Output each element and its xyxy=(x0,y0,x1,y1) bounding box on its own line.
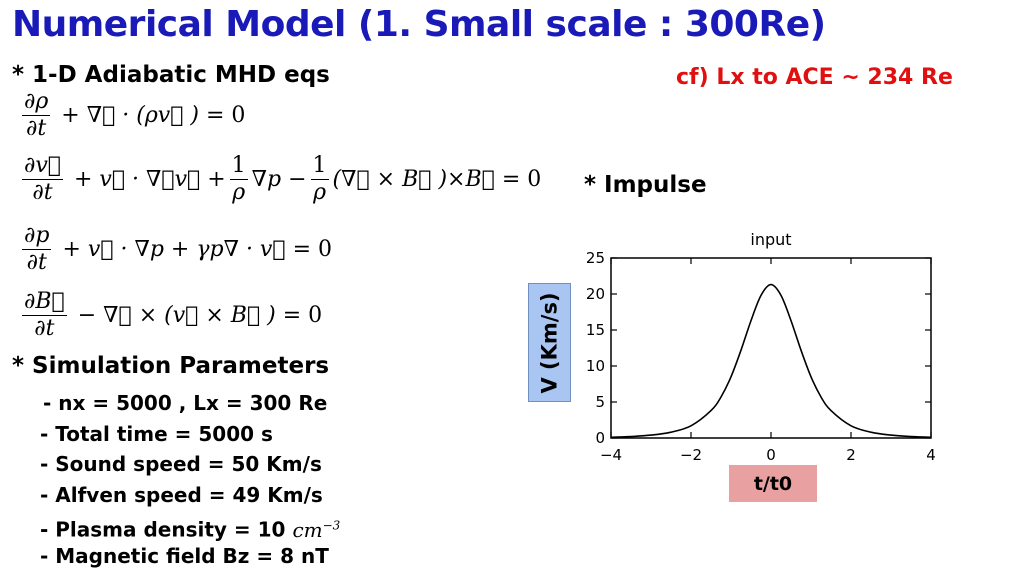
x-tick-label: −2 xyxy=(680,446,702,464)
x-tick-label: 0 xyxy=(766,446,776,464)
density-unit: cm−3 xyxy=(292,517,341,542)
x-tick-label: −4 xyxy=(600,446,622,464)
impulse-chart: input −4 −2 0 2 4 0 5 10 15 20 25 xyxy=(586,230,936,464)
param-density: - Plasma density = 10 xyxy=(40,517,286,542)
param-total-time: - Total time = 5000 s xyxy=(40,421,273,446)
y-tick-label: 15 xyxy=(586,321,605,339)
param-density-row: - Plasma density = 10 cm−3 xyxy=(40,510,341,542)
slide-title: Numerical Model (1. Small scale : 300Re) xyxy=(12,4,826,45)
cf-note: cf) Lx to ACE ~ 234 Re xyxy=(676,65,953,90)
y-tick-label: 20 xyxy=(586,285,605,303)
x-axis-label: t/t0 xyxy=(729,465,817,502)
x-tick-label: 4 xyxy=(926,446,936,464)
param-alfven-speed: - Alfven speed = 49 Km/s xyxy=(40,482,323,507)
y-tick-label: 10 xyxy=(586,357,605,375)
param-sound-speed: - Sound speed = 50 Km/s xyxy=(40,452,322,476)
y-tick-label: 25 xyxy=(586,249,605,267)
params-list: - nx = 5000 , Lx = 300 Re - Total time =… xyxy=(40,388,340,571)
mhd-heading: * 1-D Adiabatic MHD eqs xyxy=(12,62,330,88)
y-axis-label: V (Km/s) xyxy=(528,283,571,402)
pressure-equation: ∂p ∂t + v⃗ · ∇p + γp∇ · v⃗ = 0 xyxy=(22,223,332,276)
params-heading: * Simulation Parameters xyxy=(12,353,330,379)
param-magnetic-field: - Magnetic field Bz = 8 nT xyxy=(40,543,329,568)
x-tick-label: 2 xyxy=(846,446,856,464)
param-grid: - nx = 5000 , Lx = 300 Re xyxy=(43,391,328,415)
impulse-heading: * Impulse xyxy=(584,172,707,198)
continuity-equation: ∂ρ ∂t + ∇⃗ · (ρv⃗ ) = 0 xyxy=(22,89,246,142)
y-tick-label: 0 xyxy=(595,429,605,447)
series-line-input xyxy=(610,283,932,439)
induction-equation: ∂B⃗ ∂t − ∇⃗ × (v⃗ × B⃗ ) = 0 xyxy=(22,289,323,342)
chart-title: input xyxy=(750,230,791,249)
y-tick-label: 5 xyxy=(595,393,605,411)
